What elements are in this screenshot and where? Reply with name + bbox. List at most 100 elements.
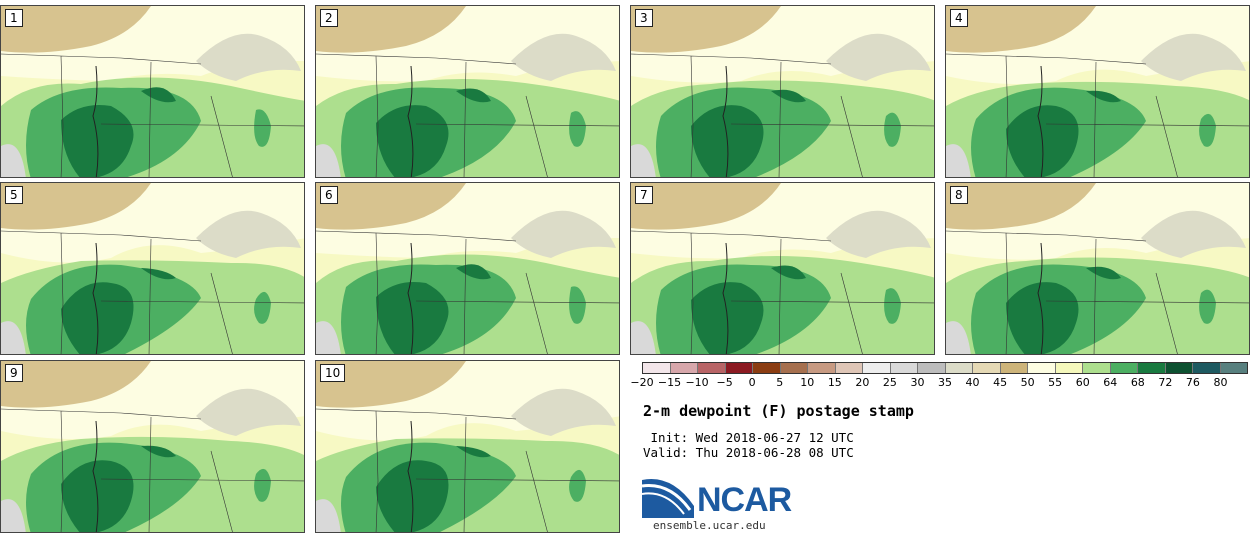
map-shape xyxy=(1,230,304,354)
colorbar-tick-label: −15 xyxy=(657,376,682,389)
map-panel: 3 xyxy=(630,5,935,178)
map-shape xyxy=(826,33,931,81)
colorbar-tick-label: −5 xyxy=(716,376,733,389)
map-shape xyxy=(946,53,1249,177)
map-shape xyxy=(196,388,301,436)
colorbar-tick-label: 40 xyxy=(965,376,980,389)
map-shape xyxy=(946,6,1096,53)
map-shape xyxy=(826,210,931,258)
dewpoint-map xyxy=(1,361,304,532)
colorbar-swatch xyxy=(1110,363,1138,373)
dewpoint-map xyxy=(1,6,304,177)
colorbar-swatch xyxy=(1138,363,1166,373)
colorbar-tick-label: 68 xyxy=(1130,376,1145,389)
map-shape xyxy=(407,242,414,354)
colorbar-swatch xyxy=(698,363,726,373)
map-shape xyxy=(1086,266,1121,280)
colorbar-tick-label: 25 xyxy=(882,376,897,389)
colorbar-swatch xyxy=(945,363,973,373)
map-shape xyxy=(316,53,619,177)
colorbar-swatch xyxy=(808,363,836,373)
map-shape xyxy=(1,53,304,177)
map-shape xyxy=(884,288,901,324)
map-shape xyxy=(1037,242,1044,354)
panel-label: 9 xyxy=(5,364,23,382)
map-panel: 4 xyxy=(945,5,1250,178)
ncar-logo-icon xyxy=(642,479,694,518)
map-shape xyxy=(722,242,729,354)
colorbar-swatch xyxy=(863,363,891,373)
map-shape xyxy=(771,89,806,103)
map-shape xyxy=(407,420,414,532)
colorbar-swatch xyxy=(725,363,753,373)
colorbar-tick-label: 15 xyxy=(827,376,842,389)
panel-label: 7 xyxy=(635,186,653,204)
colorbar-swatch xyxy=(973,363,1001,373)
panel-label: 4 xyxy=(950,9,968,27)
colorbar-tick-label: 50 xyxy=(1020,376,1035,389)
dewpoint-map xyxy=(946,6,1249,177)
colorbar-swatch xyxy=(918,363,946,373)
map-shape xyxy=(884,112,901,147)
map-panel: 10 xyxy=(315,360,620,533)
map-shape xyxy=(316,230,619,354)
colorbar-swatch xyxy=(1193,363,1221,373)
colorbar-swatch xyxy=(670,363,698,373)
colorbar-tick-label: 0 xyxy=(748,376,756,389)
map-shape xyxy=(141,445,176,458)
map-shape xyxy=(141,87,176,103)
map-panel: 8 xyxy=(945,182,1250,355)
map-shape xyxy=(254,468,271,502)
colorbar-ticks: −20 −15 −10 −5 0 5 10 15 20 25 30 35 40 45 50 55 60 64 68 7… xyxy=(630,376,1248,396)
colorbar-tick-label: 60 xyxy=(1075,376,1090,389)
colorbar-swatch xyxy=(890,363,918,373)
colorbar-tick-label: 30 xyxy=(910,376,925,389)
map-panel: 5 xyxy=(0,182,305,355)
map-shape xyxy=(456,88,491,103)
map-shape xyxy=(92,65,99,177)
panel-label: 2 xyxy=(320,9,338,27)
map-panel: 6 xyxy=(315,182,620,355)
page-title: 2-m dewpoint (F) postage stamp xyxy=(643,402,914,420)
map-shape xyxy=(946,321,971,354)
colorbar-tick-label: −10 xyxy=(685,376,709,389)
map-shape xyxy=(1,361,151,408)
dewpoint-map xyxy=(946,183,1249,354)
map-shape xyxy=(1,321,26,354)
colorbar-tick-label: 72 xyxy=(1158,376,1173,389)
colorbar-tick-label: 64 xyxy=(1103,376,1118,389)
map-shape xyxy=(631,321,656,354)
valid-time: Valid: Thu 2018-06-28 08 UTC xyxy=(643,445,854,460)
map-shape xyxy=(722,65,729,177)
map-panel: 1 xyxy=(0,5,305,178)
map-panel: 9 xyxy=(0,360,305,533)
map-shape xyxy=(1141,210,1246,258)
map-shape xyxy=(456,264,491,280)
colorbar-swatch xyxy=(1000,363,1028,373)
colorbar-tick-label: 76 xyxy=(1185,376,1200,389)
map-shape xyxy=(1141,33,1246,81)
map-shape xyxy=(316,321,341,354)
colorbar-tick-label: 80 xyxy=(1213,376,1228,389)
colorbar-tick-label: 5 xyxy=(776,376,784,389)
map-shape xyxy=(569,469,586,502)
map-shape xyxy=(631,53,934,177)
colorbar-tick-label: −20 xyxy=(630,376,654,389)
map-shape xyxy=(946,230,1249,354)
map-shape xyxy=(569,286,586,324)
map-shape xyxy=(1,6,151,53)
map-shape xyxy=(1,183,151,230)
map-shape xyxy=(1199,289,1216,324)
map-shape xyxy=(316,183,466,230)
map-shape xyxy=(569,111,586,147)
colorbar-swatch xyxy=(1028,363,1056,373)
panel-label: 1 xyxy=(5,9,23,27)
map-shape xyxy=(92,420,99,532)
map-shape xyxy=(407,65,414,177)
map-shape xyxy=(1,144,26,177)
map-shape xyxy=(456,446,491,458)
map-panel: 7 xyxy=(630,182,935,355)
map-shape xyxy=(316,361,466,408)
map-shape xyxy=(316,408,619,532)
map-shape xyxy=(1037,65,1044,177)
